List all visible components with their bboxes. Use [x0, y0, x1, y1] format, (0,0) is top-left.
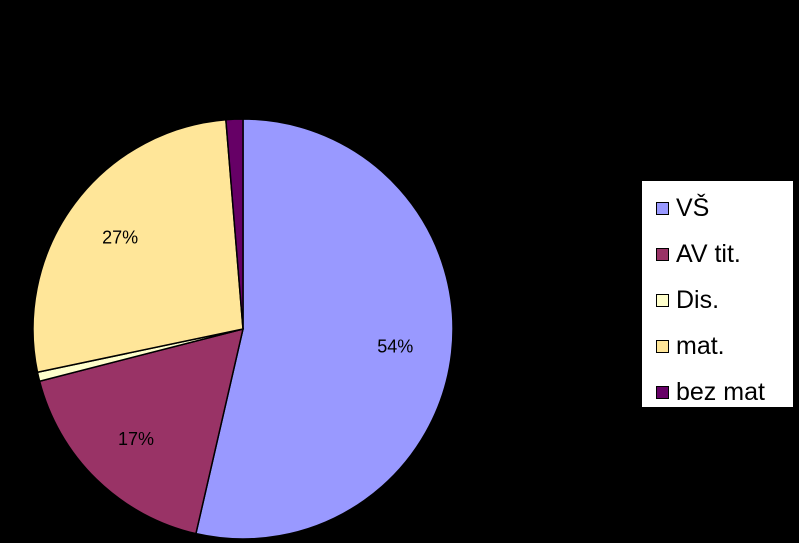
data-label-mat: 27%	[102, 227, 138, 247]
legend-item-bez-mat: bez mat	[656, 369, 793, 415]
pie-slice-mat	[32, 118, 244, 374]
legend-item-dis: Dis.	[656, 277, 793, 323]
legend-item-vs: VŠ	[656, 185, 793, 231]
legend-swatch-dis	[656, 293, 669, 307]
pie-data-labels: 54% 17% 27%	[102, 227, 413, 448]
legend-swatch-vs	[656, 201, 669, 215]
data-label-av-tit: 17%	[118, 429, 154, 449]
pie-slices	[32, 118, 454, 540]
pie-slice-av-tit	[38, 327, 245, 535]
legend-swatch-av-tit	[656, 247, 669, 261]
legend-swatch-mat	[656, 339, 669, 353]
legend-label-bez-mat: bez mat	[676, 377, 765, 406]
legend-label-dis: Dis.	[676, 285, 720, 314]
data-label-vs: 54%	[377, 336, 413, 356]
legend-label-mat: mat.	[676, 331, 725, 360]
pie-slice-vs	[195, 118, 454, 540]
legend-item-mat: mat.	[656, 323, 793, 369]
legend-swatch-bez-mat	[656, 385, 669, 399]
pie-slice-bez-mat	[225, 118, 244, 330]
legend-item-av-tit: AV tit.	[656, 231, 793, 277]
legend: VŠ AV tit. Dis. mat. bez mat	[641, 180, 794, 408]
legend-label-vs: VŠ	[676, 193, 710, 222]
legend-label-av-tit: AV tit.	[676, 239, 741, 268]
